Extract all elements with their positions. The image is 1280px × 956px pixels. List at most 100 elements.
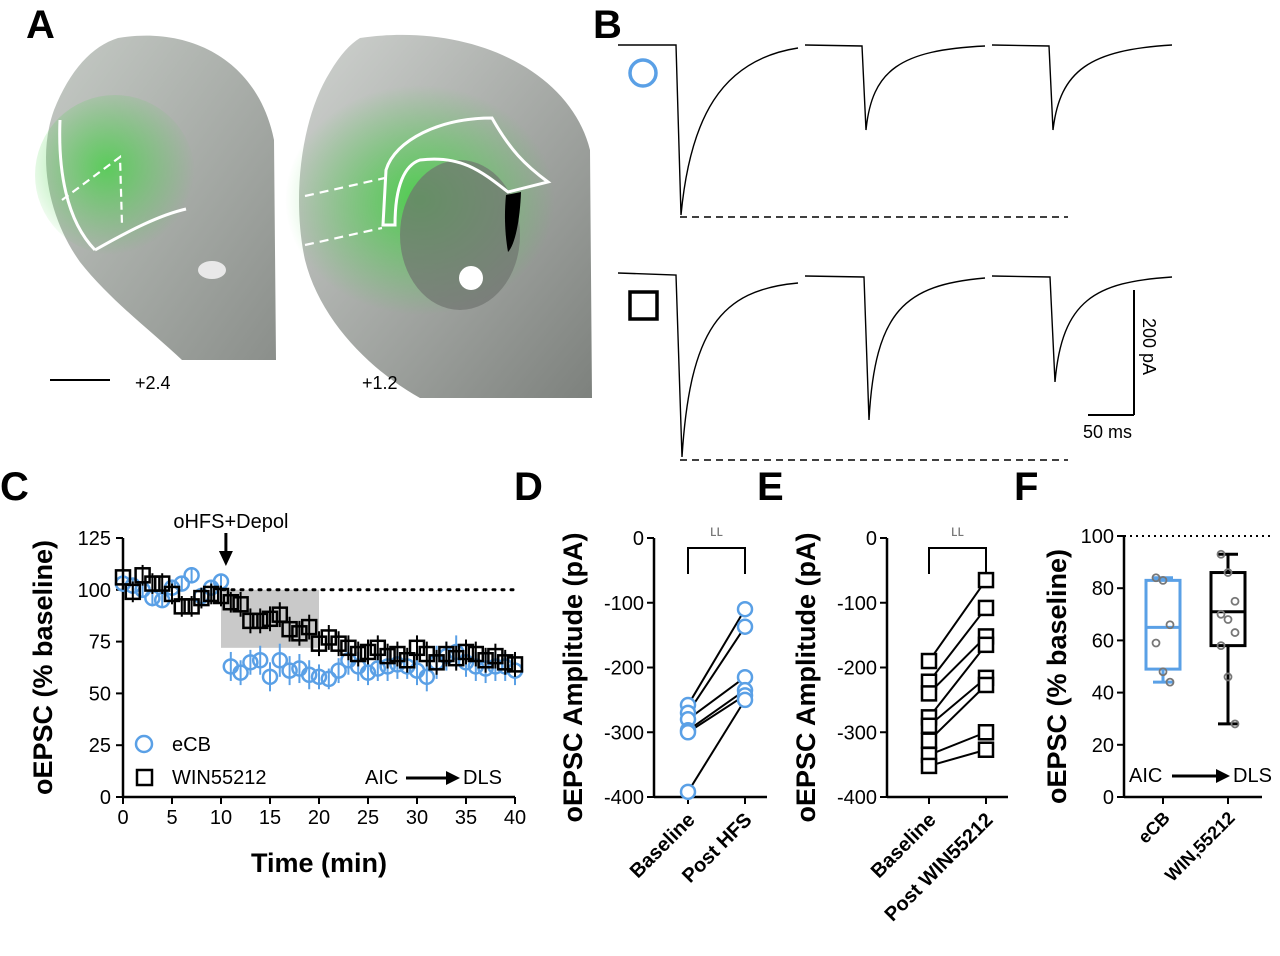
y-tick-label-2: 50 xyxy=(89,683,111,705)
pair-line-1 xyxy=(687,626,746,714)
data-point xyxy=(977,599,995,617)
y-tick-label-1: -100 xyxy=(604,593,644,615)
data-point xyxy=(679,783,697,801)
data-point xyxy=(232,664,249,681)
data-point xyxy=(1216,549,1226,559)
data-point xyxy=(330,662,347,679)
y-tick-label-0: 0 xyxy=(633,528,644,550)
data-point xyxy=(271,606,289,623)
scale-label-current: 200 pA xyxy=(1139,318,1159,375)
legend-ecb-label: eCB xyxy=(172,734,211,756)
y-tick-label-4: -400 xyxy=(837,787,877,809)
y-tick-label-3: 60 xyxy=(1092,630,1114,652)
data-point xyxy=(1230,719,1240,729)
ventricle xyxy=(504,192,521,252)
data-point xyxy=(977,676,995,694)
fluorescence-1 xyxy=(35,95,195,255)
data-point xyxy=(457,643,475,661)
x-tick-label-4: 20 xyxy=(308,807,330,829)
data-point xyxy=(124,583,142,601)
data-point xyxy=(222,593,240,611)
annotation-label: oHFS+Depol xyxy=(173,511,288,533)
data-point xyxy=(153,575,171,592)
data-point xyxy=(114,569,132,586)
data-point xyxy=(1158,575,1168,585)
data-point xyxy=(271,651,289,669)
data-point xyxy=(251,651,269,669)
box-1 xyxy=(1209,571,1247,648)
x-tick-label-6: 30 xyxy=(406,807,428,829)
slice-1-boundary xyxy=(94,207,187,252)
data-point xyxy=(438,645,455,663)
y-tick-label-4: 100 xyxy=(78,580,111,602)
data-point xyxy=(330,635,347,652)
data-point xyxy=(1216,609,1226,619)
y-axis-title: oEPSC (% baseline) xyxy=(28,540,58,795)
pair-line-5 xyxy=(687,699,746,793)
y-axis-title: oEPSC (% baseline) xyxy=(1042,549,1072,804)
data-point xyxy=(173,598,191,615)
y-axis-title: oEPSC Amplitude (pA) xyxy=(558,533,588,823)
data-point xyxy=(506,656,524,673)
data-point xyxy=(144,575,161,592)
data-point xyxy=(1230,628,1240,637)
data-point xyxy=(977,741,995,758)
panel-c: C 0 25 50 75 100 125 0 5 10 15 20 25 30 35 40 Time (min… xyxy=(0,465,526,878)
y-tick-label-3: 75 xyxy=(89,632,111,654)
data-point xyxy=(183,567,200,584)
data-point xyxy=(398,651,416,669)
slice-2-region-outline xyxy=(381,116,552,227)
x-tick-label-7: 35 xyxy=(455,807,477,829)
series-win xyxy=(114,564,524,677)
data-point xyxy=(369,639,387,657)
data-point xyxy=(242,654,259,671)
x-tick-label-2: 10 xyxy=(210,807,232,829)
panel-b: B 200 pA 50 ms xyxy=(593,3,1173,461)
data-point xyxy=(300,618,318,636)
y-tick-label-5: 125 xyxy=(78,528,111,550)
trace-legend-win-square xyxy=(628,290,659,321)
panel-letter-b: B xyxy=(593,3,622,47)
data-point xyxy=(1216,641,1226,651)
panel-f: F 0 20 40 60 80 100 oEPSC (% baseline) eCBWIN,5… xyxy=(1014,465,1272,886)
trace-ecb-1 xyxy=(618,44,799,216)
data-point xyxy=(736,618,754,635)
x-tick-label-5: 25 xyxy=(357,807,379,829)
data-point xyxy=(173,575,191,592)
data-point xyxy=(679,724,697,741)
data-point xyxy=(320,670,338,688)
trace-win-3 xyxy=(991,275,1173,383)
x-tick-label-1: WIN,55212 xyxy=(1161,808,1239,886)
trace-win-2 xyxy=(804,275,986,421)
data-point xyxy=(359,643,377,661)
y-tick-label-1: -100 xyxy=(837,593,877,615)
pair-line-7 xyxy=(928,748,987,767)
pathway-arrow-head xyxy=(446,771,460,785)
pair-line-3 xyxy=(928,644,987,718)
data-point xyxy=(1165,620,1175,630)
data-point xyxy=(163,585,181,603)
y-tick-label-3: -300 xyxy=(604,722,644,744)
trace-legend-ecb-circle xyxy=(628,58,658,88)
bregma-label-1: +2.4 xyxy=(135,373,171,393)
y-tick-label-0: 0 xyxy=(1103,787,1114,809)
y-tick-label-1: 25 xyxy=(89,735,111,757)
panel-letter-d: D xyxy=(514,465,543,509)
pair-line-3 xyxy=(687,689,746,732)
y-tick-label-1: 20 xyxy=(1092,735,1114,757)
slice-2-dashed-region xyxy=(304,176,386,247)
data-point xyxy=(193,589,210,607)
x-tick-label-0: eCB xyxy=(1134,808,1174,848)
x-tick-label-0: 0 xyxy=(117,807,128,829)
anterior-commissure xyxy=(459,266,483,290)
traces xyxy=(617,44,1173,461)
y-tick-label-0: 0 xyxy=(866,528,877,550)
pair-line-4 xyxy=(928,677,987,727)
trace-win-1 xyxy=(617,272,799,458)
data-point xyxy=(202,585,220,603)
data-point xyxy=(1158,667,1168,677)
data-point xyxy=(261,610,279,628)
